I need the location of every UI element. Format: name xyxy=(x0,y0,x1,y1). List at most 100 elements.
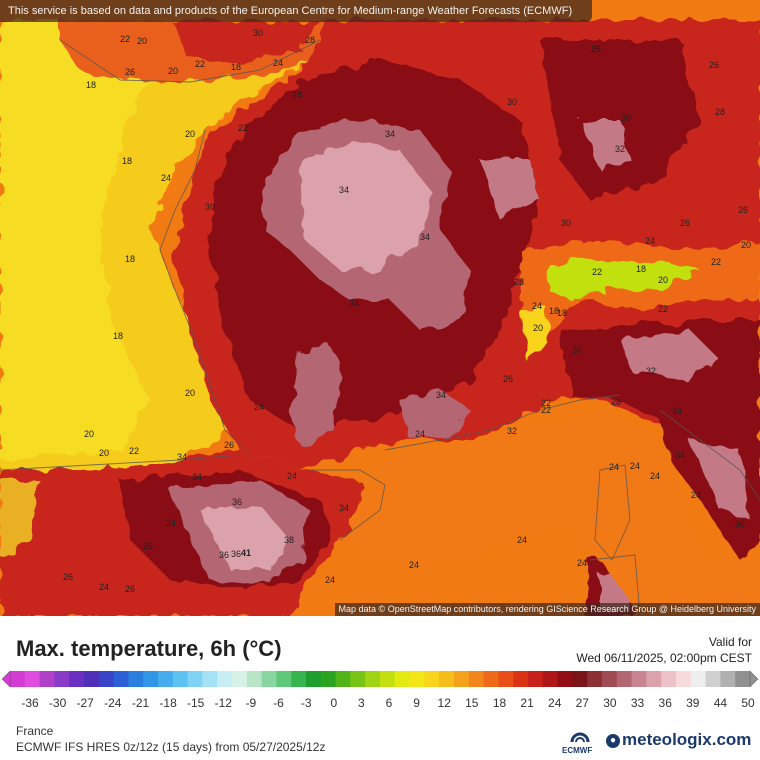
alps-cool-peaks xyxy=(548,258,700,300)
isotherm-label: 24 xyxy=(415,429,425,439)
isotherm-label: 34 xyxy=(385,129,395,139)
scale-tick-label: -36 xyxy=(21,696,39,710)
scale-tick-label: 0 xyxy=(330,696,337,710)
southwest-france-heat xyxy=(290,345,345,445)
color-swatch xyxy=(261,671,277,687)
ecmwf-logo-icon xyxy=(570,732,590,743)
isotherm-label: 22 xyxy=(129,446,139,456)
color-swatch xyxy=(587,671,603,687)
color-swatch xyxy=(513,671,529,687)
scale-tick-label: 21 xyxy=(520,696,534,710)
isotherm-label: 24 xyxy=(325,575,335,585)
scale-max-arrow xyxy=(749,670,759,688)
isotherm-label: 28 xyxy=(611,397,621,407)
isotherm-label: 36 xyxy=(219,550,229,560)
scale-tick-label: -3 xyxy=(301,696,312,710)
scale-tick-label: 27 xyxy=(576,696,590,710)
isotherm-label: 34 xyxy=(192,472,202,482)
isotherm-label: 26 xyxy=(503,374,513,384)
valid-time-box: Valid for Wed 06/11/2025, 02:00pm CEST xyxy=(576,634,752,666)
isotherm-label: 18 xyxy=(231,62,241,72)
england-inland xyxy=(170,20,320,62)
isotherm-label: 26 xyxy=(143,541,153,551)
color-swatch xyxy=(454,671,470,687)
isotherm-label: 24 xyxy=(577,558,587,568)
color-swatch xyxy=(84,671,100,687)
cantabrian-coast-cool xyxy=(0,480,40,560)
isotherm-label: 26 xyxy=(125,584,135,594)
isotherm-label: 22 xyxy=(541,398,551,408)
color-swatch xyxy=(602,671,618,687)
color-swatch xyxy=(232,671,248,687)
isotherm-label: 30 xyxy=(205,202,215,212)
color-swatch xyxy=(394,671,411,687)
isotherm-label: 30 xyxy=(561,218,571,228)
isotherm-label: 20 xyxy=(185,129,195,139)
coastlines xyxy=(0,39,760,616)
color-swatch xyxy=(98,671,115,687)
isotherm-label: 24 xyxy=(99,582,109,592)
color-swatch xyxy=(735,671,751,687)
isotherm-label: 34 xyxy=(672,406,682,416)
temperature-map[interactable]: 22 20 30 28 26 26 20 22 18 24 18 24 30 26 20 22 34 30 28 18… xyxy=(0,0,760,616)
isotherm-label: 26 xyxy=(224,440,234,450)
scale-tick-label: 44 xyxy=(714,696,728,710)
isotherm-label: 18 xyxy=(636,264,646,274)
scale-tick-label: -27 xyxy=(77,696,95,710)
color-swatch xyxy=(646,671,662,687)
isotherm-label: 24 xyxy=(517,535,527,545)
globe-icon: ● xyxy=(606,733,620,748)
color-swatch xyxy=(187,671,203,687)
isotherm-label: 32 xyxy=(646,366,656,376)
color-swatch xyxy=(498,671,514,687)
isotherm-label: 22 xyxy=(238,123,248,133)
isotherm-label: 28 xyxy=(514,277,524,287)
isotherm-label: 24 xyxy=(254,402,264,412)
color-swatch xyxy=(572,671,588,687)
map-attribution[interactable]: Map data © OpenStreetMap contributors, r… xyxy=(334,603,760,616)
color-swatch xyxy=(468,671,485,687)
color-swatch xyxy=(246,671,263,687)
isotherm-label: 34 xyxy=(420,232,430,242)
isotherm-label: 24 xyxy=(166,518,176,528)
isotherm-label: 20 xyxy=(185,388,195,398)
color-swatch xyxy=(217,671,233,687)
isotherm-label: 24 xyxy=(609,462,619,472)
color-swatch xyxy=(202,671,218,687)
scale-tick-label: 9 xyxy=(413,696,420,710)
scale-tick-label: 24 xyxy=(548,696,562,710)
paris-basin-heat-peak xyxy=(300,140,430,270)
meteologix-logo[interactable]: ● meteologix.com xyxy=(606,730,751,750)
isotherm-label: 18 xyxy=(122,156,132,166)
color-swatch xyxy=(24,671,41,687)
isotherm-label: 18 xyxy=(113,331,123,341)
region-name: France xyxy=(16,724,54,738)
scale-tick-label: -24 xyxy=(104,696,122,710)
scale-tick-label: -15 xyxy=(187,696,205,710)
isotherm-label: 24 xyxy=(409,560,419,570)
isotherm-label: 26 xyxy=(125,67,135,77)
scale-tick-label: -9 xyxy=(246,696,257,710)
isotherm-label: 22 xyxy=(592,267,602,277)
scale-tick-label: 3 xyxy=(358,696,365,710)
isotherm-label: 26 xyxy=(680,218,690,228)
scale-tick-label: -21 xyxy=(132,696,150,710)
isotherm-label: 24 xyxy=(650,471,660,481)
color-swatch xyxy=(172,671,189,687)
isotherm-label: 24 xyxy=(161,173,171,183)
isotherm-label: 26 xyxy=(591,44,601,54)
color-swatch xyxy=(128,671,144,687)
color-swatch xyxy=(291,671,307,687)
isotherm-labels: 22 20 30 28 26 26 20 22 18 24 18 24 30 26 20 22 34 30 28 18… xyxy=(63,28,751,594)
color-swatch xyxy=(380,671,396,687)
valid-time[interactable]: Wed 06/11/2025, 02:00pm CEST xyxy=(576,651,752,665)
isotherm-label: 28 xyxy=(305,35,315,45)
color-swatch xyxy=(542,671,559,687)
isotherm-label: 24 xyxy=(273,58,283,68)
color-swatch xyxy=(616,671,633,687)
isotherm-label: 22 xyxy=(711,257,721,267)
scale-tick-label: 39 xyxy=(686,696,700,710)
mediterranean-sea xyxy=(350,410,760,616)
color-swatch xyxy=(483,671,499,687)
model-run-info[interactable]: ECMWF IFS HRES 0z/12z (15 days) from 05/… xyxy=(16,740,326,754)
